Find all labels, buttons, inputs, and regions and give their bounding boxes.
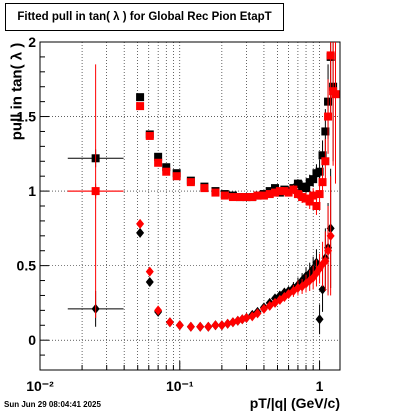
data-point-diamond — [223, 318, 232, 329]
data-point-square — [220, 191, 229, 200]
data-point-square — [271, 184, 280, 193]
data-point-square — [162, 163, 171, 172]
data-point-diamond — [186, 321, 195, 332]
data-point-square — [318, 178, 327, 187]
data-point-square — [315, 190, 324, 199]
data-point-diamond — [324, 245, 333, 256]
data-point-diamond — [242, 312, 251, 323]
x-tick-label: 1 — [316, 378, 324, 394]
data-point-diamond — [321, 256, 330, 267]
data-point-diamond — [326, 230, 335, 241]
data-point-square — [315, 167, 324, 176]
grid-layer — [39, 41, 340, 370]
data-point-square — [293, 190, 302, 199]
data-point-square — [324, 112, 333, 121]
data-point-diamond — [91, 186, 100, 197]
data-point-diamond — [136, 218, 145, 229]
data-point-square — [321, 127, 330, 136]
data-point-square — [318, 151, 327, 160]
data-point-diamond — [253, 308, 262, 319]
data-point-square — [293, 179, 302, 188]
series-3 — [67, 64, 335, 332]
plot-frame — [39, 41, 341, 371]
timestamp: Sun Jun 29 08:04:41 2025 — [4, 400, 101, 409]
data-point-diamond — [136, 227, 145, 238]
data-point-square — [309, 175, 318, 184]
data-point-square — [248, 193, 257, 202]
y-tick-label: 2 — [28, 34, 36, 50]
data-point-square — [259, 191, 268, 200]
data-point-square — [271, 188, 280, 197]
data-point-square — [305, 197, 314, 206]
data-point-diamond — [204, 321, 213, 332]
data-point-square — [211, 188, 220, 197]
data-point-square — [154, 152, 163, 161]
data-point-square — [331, 90, 340, 99]
ticks-layer — [39, 41, 321, 371]
data-point-square — [253, 191, 262, 200]
data-point-square — [200, 184, 209, 193]
data-point-square — [289, 185, 298, 194]
data-point-diamond — [259, 303, 268, 314]
x-tick-label: 10⁻¹ — [166, 378, 194, 394]
data-point-square — [275, 187, 284, 196]
series-1 — [67, 42, 340, 215]
data-point-square — [242, 193, 251, 202]
data-point-diamond — [165, 317, 174, 328]
data-point-square — [136, 93, 145, 102]
data-point-square — [321, 157, 330, 166]
data-point-square — [154, 158, 163, 167]
y-tick-label: 0 — [28, 332, 36, 348]
y-axis-label-box: pull in tan( λ ) — [3, 36, 31, 146]
data-point-square — [309, 191, 318, 200]
data-point-square — [312, 202, 321, 210]
chart-title: Fitted pull in tan( λ ) for Global Rec P… — [5, 3, 284, 31]
data-point-square — [326, 51, 335, 60]
data-point-square — [136, 102, 145, 111]
data-point-diamond — [145, 266, 154, 277]
data-point-square — [145, 131, 154, 140]
data-point-diamond — [175, 320, 184, 331]
x-axis-label: pT/|q| (GeV/c) — [249, 395, 340, 411]
y-axis-label: pull in tan( λ ) — [8, 42, 26, 140]
y-tick-label: 1.5 — [17, 109, 37, 125]
data-layer — [67, 42, 340, 335]
data-point-diamond — [154, 305, 163, 316]
data-point-diamond — [315, 314, 324, 325]
data-point-diamond — [318, 284, 327, 295]
data-point-diamond — [196, 321, 205, 332]
y-tick-label: 0.5 — [17, 258, 37, 274]
data-point-square — [284, 188, 293, 197]
data-point-square — [228, 193, 237, 202]
data-point-square — [302, 184, 311, 193]
data-point-square — [162, 167, 171, 176]
data-point-diamond — [145, 277, 154, 288]
series-0 — [67, 42, 338, 202]
data-point-square — [265, 190, 274, 199]
data-point-square — [236, 193, 245, 202]
data-point-square — [280, 187, 289, 196]
tick-labels-layer: 0 0.5 1 1.5 2 10⁻² 10⁻¹ 1 — [17, 34, 324, 394]
data-point-square — [186, 178, 195, 187]
data-point-diamond — [211, 320, 220, 331]
data-point-square — [172, 172, 181, 181]
data-point-diamond — [217, 320, 226, 331]
x-tick-label: 10⁻² — [26, 378, 54, 394]
y-tick-label: 1 — [28, 183, 36, 199]
